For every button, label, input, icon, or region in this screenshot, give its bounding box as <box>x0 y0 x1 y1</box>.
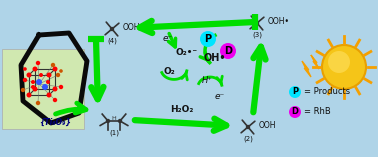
Text: (1): (1) <box>109 130 119 136</box>
Circle shape <box>328 51 350 73</box>
Circle shape <box>220 43 236 59</box>
Circle shape <box>36 79 42 85</box>
Circle shape <box>118 119 121 122</box>
Text: H⁺: H⁺ <box>202 76 212 85</box>
Circle shape <box>39 73 43 77</box>
Circle shape <box>46 80 50 84</box>
Text: OOH: OOH <box>259 121 276 130</box>
Polygon shape <box>311 55 319 69</box>
Text: (3): (3) <box>252 31 262 38</box>
Circle shape <box>246 125 249 128</box>
Circle shape <box>59 69 63 73</box>
Polygon shape <box>302 61 311 77</box>
Text: D: D <box>291 108 299 116</box>
Text: O₂•⁻: O₂•⁻ <box>176 48 198 57</box>
Text: D: D <box>224 46 232 56</box>
Text: OH•: OH• <box>203 53 226 63</box>
Circle shape <box>26 92 31 97</box>
Text: e⁻: e⁻ <box>163 34 173 43</box>
Circle shape <box>42 84 48 90</box>
Circle shape <box>289 106 301 118</box>
Text: = RhB: = RhB <box>304 108 331 116</box>
Text: (2): (2) <box>243 135 253 141</box>
Circle shape <box>53 87 57 92</box>
Circle shape <box>46 73 51 78</box>
Circle shape <box>53 98 57 102</box>
Text: H: H <box>112 116 116 122</box>
Text: = Products: = Products <box>304 87 350 97</box>
Circle shape <box>107 119 110 122</box>
Text: P: P <box>292 87 298 97</box>
Text: {Ti₆O₉}: {Ti₆O₉} <box>39 118 71 127</box>
Circle shape <box>31 80 35 84</box>
Circle shape <box>26 73 31 78</box>
Circle shape <box>322 45 366 89</box>
Text: (4): (4) <box>107 37 117 43</box>
Circle shape <box>59 85 63 89</box>
Circle shape <box>33 67 37 71</box>
Circle shape <box>51 63 55 67</box>
Text: O₂: O₂ <box>163 67 175 76</box>
Circle shape <box>23 67 27 71</box>
Circle shape <box>53 67 57 71</box>
Circle shape <box>289 86 301 98</box>
Circle shape <box>46 92 51 97</box>
Text: P: P <box>204 34 212 44</box>
Text: H₂O₂: H₂O₂ <box>170 105 194 114</box>
Circle shape <box>23 78 27 82</box>
Circle shape <box>36 61 40 65</box>
Circle shape <box>200 31 216 47</box>
Circle shape <box>56 73 60 77</box>
Text: OOH: OOH <box>123 22 141 32</box>
Circle shape <box>33 87 37 92</box>
Text: OOH•: OOH• <box>268 16 290 25</box>
Circle shape <box>21 88 25 92</box>
Bar <box>2 49 84 129</box>
Circle shape <box>110 27 113 30</box>
Circle shape <box>36 101 40 105</box>
Circle shape <box>31 85 35 89</box>
Text: e⁻: e⁻ <box>215 92 225 101</box>
Circle shape <box>256 22 259 24</box>
